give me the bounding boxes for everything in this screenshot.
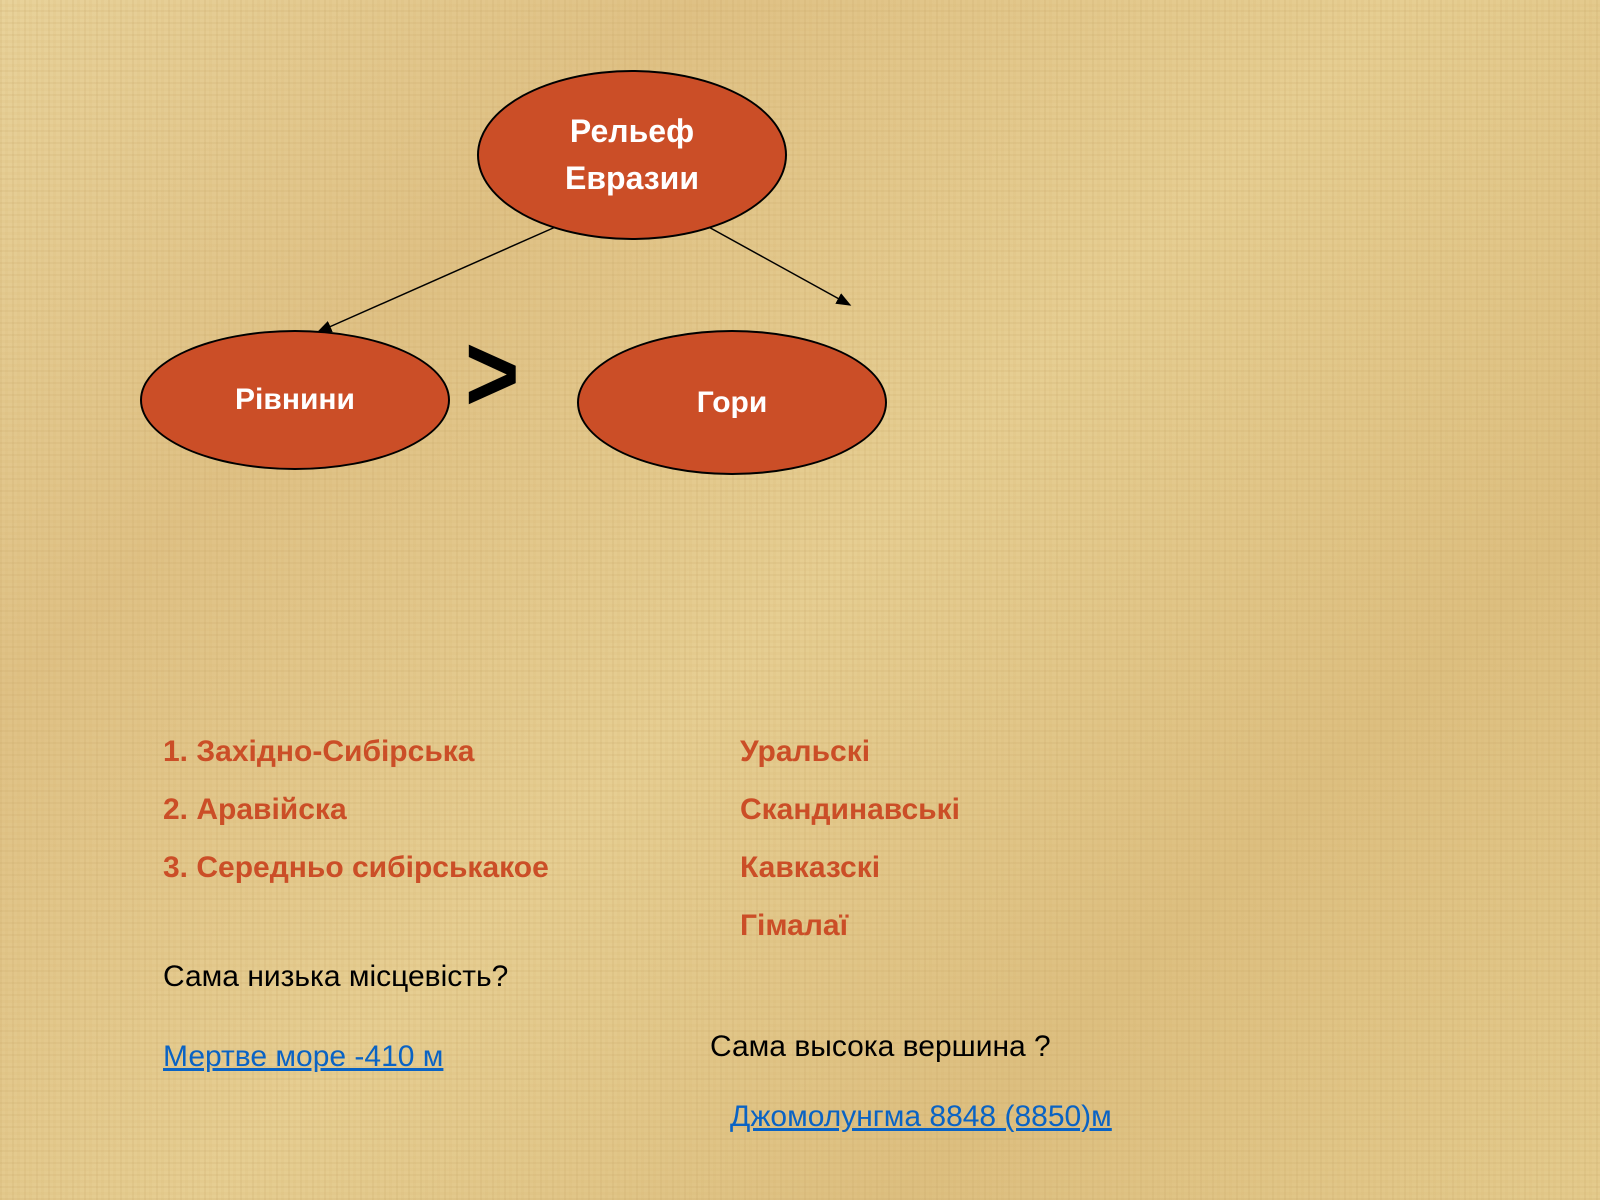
left-question: Сама низька місцевість? bbox=[163, 960, 508, 994]
right-list-item-1: Уральскі bbox=[740, 735, 870, 769]
right-list-item-4: Гімалаї bbox=[740, 909, 848, 943]
right-list-item-3: Кавказскі bbox=[740, 851, 880, 885]
node-root-line2: Евразии bbox=[565, 160, 699, 197]
diagram-edges bbox=[0, 0, 1600, 1200]
edge-root-left bbox=[318, 225, 560, 332]
edge-root-right bbox=[705, 225, 850, 305]
node-root: Рельеф Евразии bbox=[477, 70, 787, 240]
node-left: Рівнини bbox=[140, 330, 450, 470]
node-right-label: Гори bbox=[697, 386, 768, 420]
comparator-symbol: > bbox=[465, 310, 520, 437]
node-right: Гори bbox=[577, 330, 887, 475]
left-list-item-1: 1. Західно-Сибірська bbox=[163, 735, 474, 769]
left-list-item-2: 2. Аравійска bbox=[163, 793, 347, 827]
left-list-item-3: 3. Середньо сибірськакое bbox=[163, 851, 549, 885]
right-question: Сама высока вершина ? bbox=[710, 1030, 1051, 1064]
left-answer-link[interactable]: Мертве море -410 м bbox=[163, 1040, 443, 1074]
right-list-item-2: Скандинавські bbox=[740, 793, 960, 827]
node-left-label: Рівнини bbox=[235, 383, 355, 417]
right-answer-link[interactable]: Джомолунгма 8848 (8850)м bbox=[730, 1100, 1112, 1134]
node-root-line1: Рельеф bbox=[570, 113, 694, 150]
